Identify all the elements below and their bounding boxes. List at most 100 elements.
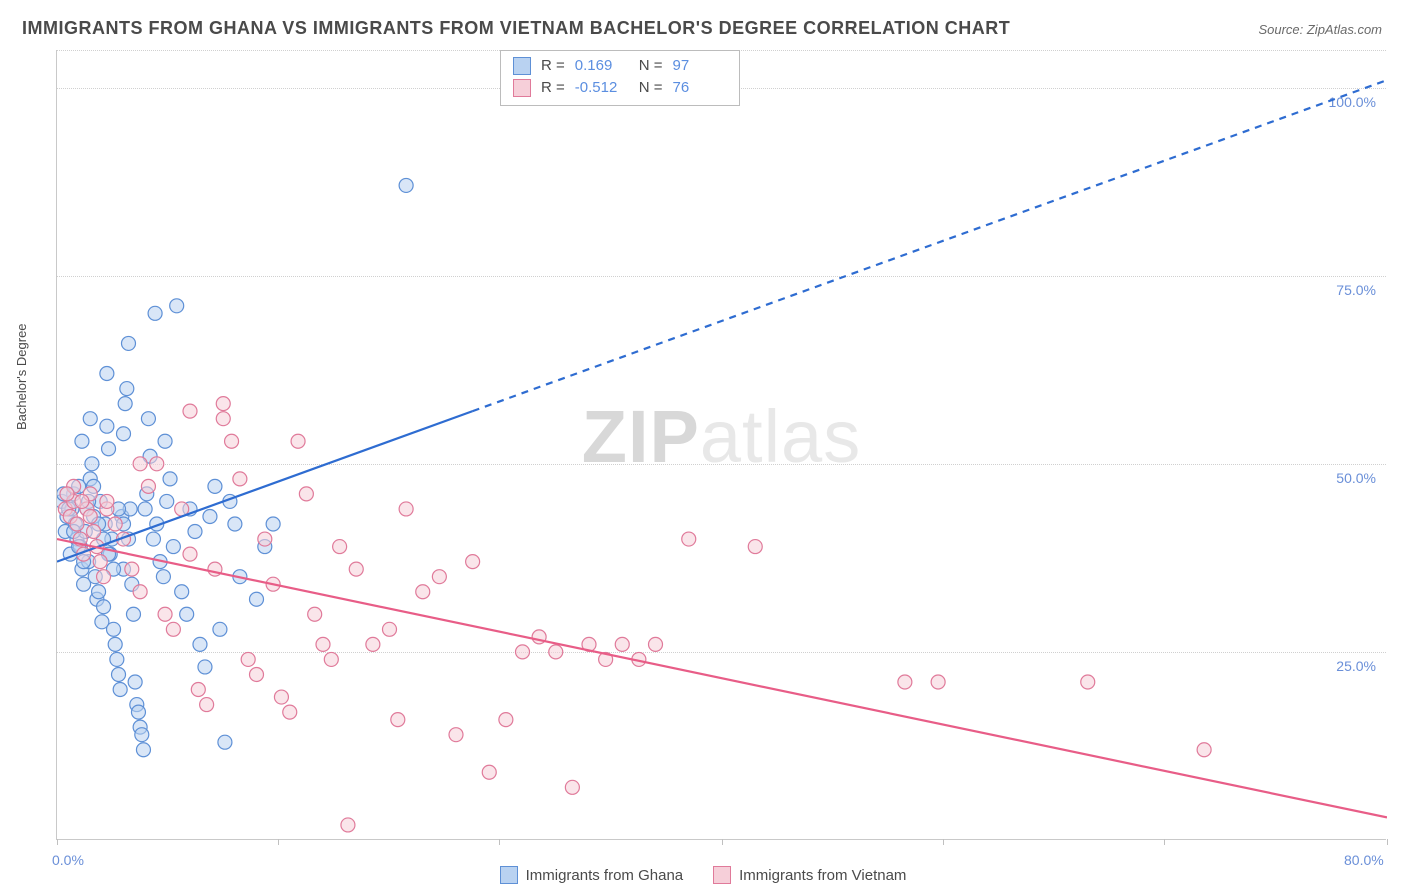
swatch-ghana-legend [500, 866, 518, 884]
scatter-svg [57, 50, 1387, 840]
scatter-point [102, 442, 116, 456]
scatter-point [160, 494, 174, 508]
scatter-point [110, 652, 124, 666]
scatter-point [180, 607, 194, 621]
scatter-point [85, 457, 99, 471]
scatter-point [1081, 675, 1095, 689]
scatter-point [75, 494, 89, 508]
r-value-ghana: 0.169 [575, 55, 629, 77]
scatter-point [166, 540, 180, 554]
stats-legend-box: R = 0.169 N = 97 R = -0.512 N = 76 [500, 50, 740, 106]
legend-item-ghana: Immigrants from Ghana [500, 866, 684, 884]
scatter-point [141, 479, 155, 493]
scatter-point [112, 667, 126, 681]
scatter-point [324, 652, 338, 666]
scatter-point [83, 509, 97, 523]
scatter-point [682, 532, 696, 546]
scatter-point [391, 713, 405, 727]
scatter-point [266, 517, 280, 531]
r-label: R = [541, 77, 565, 99]
scatter-point [121, 336, 135, 350]
scatter-point [399, 502, 413, 516]
scatter-point [120, 382, 134, 396]
r-value-vietnam: -0.512 [575, 77, 629, 99]
scatter-point [258, 532, 272, 546]
scatter-point [107, 622, 121, 636]
scatter-point [141, 412, 155, 426]
scatter-point [158, 434, 172, 448]
scatter-point [200, 698, 214, 712]
scatter-point [100, 494, 114, 508]
scatter-point [170, 299, 184, 313]
scatter-point [198, 660, 212, 674]
scatter-point [274, 690, 288, 704]
n-label: N = [639, 55, 663, 77]
scatter-point [333, 540, 347, 554]
scatter-point [146, 532, 160, 546]
scatter-point [113, 683, 127, 697]
scatter-point [92, 585, 106, 599]
scatter-point [183, 404, 197, 418]
n-label: N = [639, 77, 663, 99]
scatter-point [188, 525, 202, 539]
scatter-point [126, 607, 140, 621]
x-tick [1387, 839, 1388, 845]
scatter-point [156, 570, 170, 584]
scatter-point [191, 683, 205, 697]
r-label: R = [541, 55, 565, 77]
scatter-point [83, 412, 97, 426]
scatter-point [75, 434, 89, 448]
scatter-point [449, 728, 463, 742]
scatter-point [128, 675, 142, 689]
n-value-vietnam: 76 [673, 77, 727, 99]
chart-plot-area: ZIPatlas 25.0%50.0%75.0%100.0% [56, 50, 1386, 840]
scatter-point [250, 667, 264, 681]
scatter-point [133, 585, 147, 599]
scatter-point [416, 585, 430, 599]
scatter-point [150, 457, 164, 471]
scatter-point [175, 585, 189, 599]
scatter-point [208, 479, 222, 493]
scatter-point [316, 637, 330, 651]
scatter-point [299, 487, 313, 501]
scatter-point [100, 367, 114, 381]
scatter-point [135, 728, 149, 742]
scatter-point [432, 570, 446, 584]
scatter-point [308, 607, 322, 621]
swatch-vietnam [513, 79, 531, 97]
scatter-point [225, 434, 239, 448]
scatter-point [108, 637, 122, 651]
scatter-point [482, 765, 496, 779]
stats-row-vietnam: R = -0.512 N = 76 [513, 77, 727, 99]
scatter-point [203, 509, 217, 523]
scatter-point [341, 818, 355, 832]
scatter-point [748, 540, 762, 554]
legend-label-ghana: Immigrants from Ghana [526, 867, 684, 884]
stats-row-ghana: R = 0.169 N = 97 [513, 55, 727, 77]
scatter-point [349, 562, 363, 576]
swatch-ghana [513, 57, 531, 75]
scatter-point [163, 472, 177, 486]
scatter-point [615, 637, 629, 651]
scatter-point [60, 487, 74, 501]
scatter-point [118, 397, 132, 411]
legend-item-vietnam: Immigrants from Vietnam [713, 866, 906, 884]
scatter-point [228, 517, 242, 531]
scatter-point [241, 652, 255, 666]
scatter-point [158, 607, 172, 621]
y-axis-title: Bachelor's Degree [14, 323, 29, 430]
scatter-point [138, 502, 152, 516]
scatter-point [250, 592, 264, 606]
scatter-point [366, 637, 380, 651]
scatter-point [565, 780, 579, 794]
scatter-point [136, 743, 150, 757]
legend-label-vietnam: Immigrants from Vietnam [739, 867, 906, 884]
scatter-point [283, 705, 297, 719]
regression-line [473, 80, 1387, 411]
scatter-point [97, 570, 111, 584]
scatter-point [218, 735, 232, 749]
scatter-point [125, 562, 139, 576]
chart-title: IMMIGRANTS FROM GHANA VS IMMIGRANTS FROM… [22, 18, 1010, 39]
scatter-point [183, 547, 197, 561]
scatter-point [898, 675, 912, 689]
